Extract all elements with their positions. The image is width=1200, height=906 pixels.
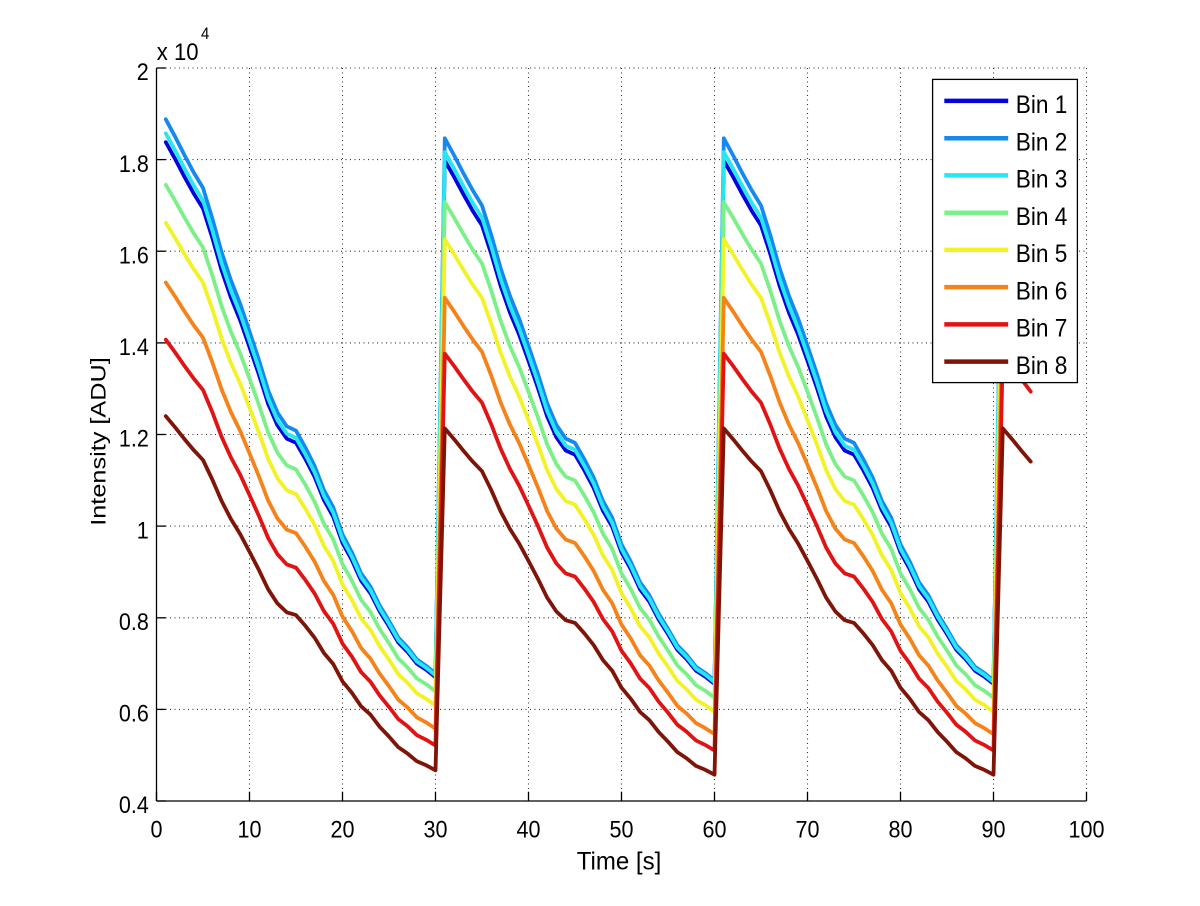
svg-text:1.4: 1.4: [119, 334, 149, 361]
svg-text:Bin 3: Bin 3: [1016, 166, 1068, 194]
svg-text:40: 40: [517, 817, 541, 844]
svg-text:2: 2: [137, 59, 149, 86]
svg-text:Bin 2: Bin 2: [1016, 129, 1068, 157]
svg-text:1: 1: [137, 517, 149, 544]
svg-text:70: 70: [796, 817, 820, 844]
svg-text:1.6: 1.6: [119, 242, 149, 269]
svg-text:20: 20: [331, 817, 355, 844]
svg-text:0.8: 0.8: [119, 609, 149, 636]
svg-text:Bin 5: Bin 5: [1016, 240, 1068, 268]
svg-text:Bin 6: Bin 6: [1016, 277, 1068, 305]
svg-text:Time [s]: Time [s]: [577, 848, 662, 876]
svg-text:60: 60: [703, 817, 727, 844]
svg-text:100: 100: [1069, 817, 1105, 844]
svg-text:1.2: 1.2: [119, 426, 149, 453]
svg-text:Bin 7: Bin 7: [1016, 315, 1068, 343]
svg-text:50: 50: [610, 817, 634, 844]
svg-text:0: 0: [151, 817, 163, 844]
svg-text:0.4: 0.4: [119, 792, 149, 819]
svg-text:4: 4: [201, 24, 209, 43]
svg-text:80: 80: [889, 817, 913, 844]
svg-text:Bin 8: Bin 8: [1016, 352, 1068, 380]
svg-text:Intensity [ADU]: Intensity [ADU]: [86, 357, 110, 526]
svg-text:Bin 1: Bin 1: [1016, 91, 1068, 119]
svg-text:90: 90: [982, 817, 1006, 844]
svg-text:Bin 4: Bin 4: [1016, 203, 1068, 231]
svg-text:0.6: 0.6: [119, 701, 149, 728]
svg-text:30: 30: [424, 817, 448, 844]
svg-text:10: 10: [238, 817, 262, 844]
svg-text:1.8: 1.8: [119, 151, 149, 178]
svg-text:x 10: x 10: [157, 39, 199, 66]
